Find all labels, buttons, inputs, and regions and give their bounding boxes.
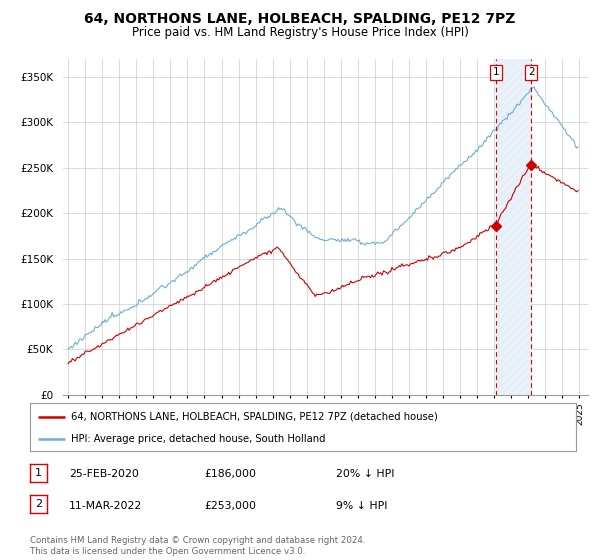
Text: 1: 1	[35, 468, 42, 478]
Text: 9% ↓ HPI: 9% ↓ HPI	[336, 501, 388, 511]
Text: 20% ↓ HPI: 20% ↓ HPI	[336, 469, 395, 479]
Text: 64, NORTHONS LANE, HOLBEACH, SPALDING, PE12 7PZ (detached house): 64, NORTHONS LANE, HOLBEACH, SPALDING, P…	[71, 412, 438, 422]
Text: Price paid vs. HM Land Registry's House Price Index (HPI): Price paid vs. HM Land Registry's House …	[131, 26, 469, 39]
Text: 2: 2	[528, 67, 535, 77]
Text: 25-FEB-2020: 25-FEB-2020	[69, 469, 139, 479]
Text: HPI: Average price, detached house, South Holland: HPI: Average price, detached house, Sout…	[71, 434, 325, 444]
Bar	[496, 59, 531, 395]
Text: 11-MAR-2022: 11-MAR-2022	[69, 501, 142, 511]
Text: 2: 2	[35, 499, 42, 509]
Text: Contains HM Land Registry data © Crown copyright and database right 2024.
This d: Contains HM Land Registry data © Crown c…	[30, 536, 365, 556]
Text: £186,000: £186,000	[204, 469, 256, 479]
Text: 1: 1	[493, 67, 500, 77]
Bar	[496, 59, 531, 395]
Text: 64, NORTHONS LANE, HOLBEACH, SPALDING, PE12 7PZ: 64, NORTHONS LANE, HOLBEACH, SPALDING, P…	[85, 12, 515, 26]
Text: £253,000: £253,000	[204, 501, 256, 511]
